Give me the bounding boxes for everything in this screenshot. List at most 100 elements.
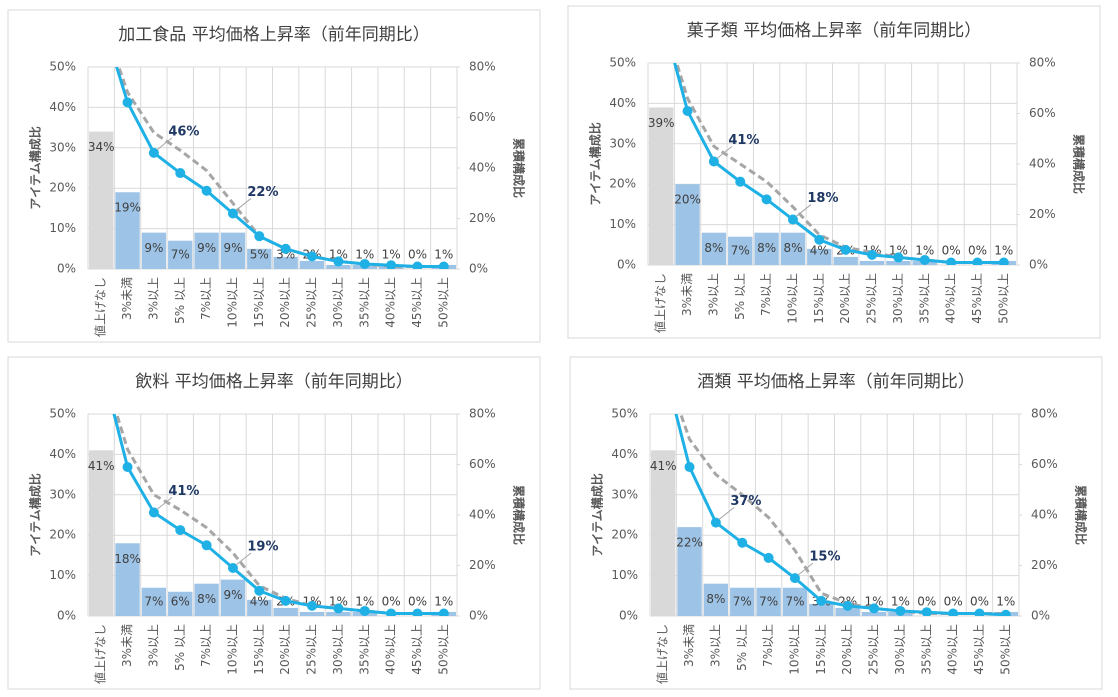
x-tick-label: 50%以上: [436, 277, 450, 328]
line-marker: [254, 585, 265, 596]
y2-tick-label: 40%: [469, 161, 496, 175]
y2-tick-label: 40%: [1029, 157, 1056, 171]
line-marker: [842, 600, 853, 611]
y-axis-title: アイテム構成比: [588, 122, 603, 205]
bar-label: 9%: [223, 588, 242, 602]
bar-label: 41%: [650, 459, 677, 473]
x-tick-label: 40%以上: [946, 624, 960, 675]
x-tick-label: 10%以上: [225, 277, 239, 328]
x-tick-label: 3%以上: [146, 624, 160, 667]
bar-label: 1%: [355, 248, 374, 262]
x-tick-label: 40%以上: [944, 273, 958, 324]
bar-label: 7%: [144, 595, 163, 609]
bar-label: 1%: [329, 595, 348, 609]
line-marker: [814, 234, 825, 245]
bar-label: 39%: [648, 116, 675, 130]
y-tick-label: 40%: [609, 96, 636, 110]
bar-label: 8%: [704, 241, 723, 255]
bar-label: 1%: [891, 595, 910, 609]
x-tick-label: 45%以上: [970, 273, 984, 324]
bar: [756, 587, 781, 616]
bar: [89, 450, 114, 616]
chart-panel: 菓子類 平均価格上昇率（前年同期比） 0% 10% 20% 30% 40% 50% 0% 20%…: [567, 5, 1101, 339]
bar-label: 1%: [382, 248, 401, 262]
line-label: 46%: [168, 124, 199, 139]
x-tick-label: 30%以上: [331, 277, 345, 328]
bar: [194, 583, 219, 616]
line-label: 15%: [809, 550, 840, 565]
line-marker: [737, 537, 748, 548]
line-marker: [974, 608, 985, 616]
bar-label: 0%: [408, 248, 427, 262]
y-tick-label: 30%: [49, 487, 76, 501]
line-marker: [148, 147, 159, 158]
x-tick-label: 3%未満: [120, 277, 134, 320]
bar: [89, 131, 114, 269]
bar-label: 0%: [970, 595, 989, 609]
bar: [168, 591, 193, 616]
chart-title: 加工食品 平均価格上昇率（前年同期比）: [118, 25, 429, 45]
line-label: 37%: [730, 494, 761, 509]
line-marker: [438, 608, 449, 616]
y2-axis-title: 累積構成比: [1072, 134, 1087, 194]
bar-label: 18%: [114, 552, 141, 566]
y-tick-label: 30%: [611, 487, 638, 501]
bar: [299, 260, 325, 269]
x-tick-label: 3%未満: [680, 273, 694, 316]
bar-label: 0%: [408, 595, 427, 609]
line-marker: [148, 507, 159, 518]
line-label: 19%: [247, 540, 278, 555]
line-marker: [307, 251, 318, 262]
bar-label: 9%: [197, 241, 216, 255]
x-tick-label: 20%以上: [278, 624, 292, 675]
bar: [168, 240, 193, 269]
y-tick-label: 50%: [611, 407, 638, 421]
y-tick-label: 0%: [617, 258, 636, 272]
label-leader: [797, 562, 814, 576]
line-marker: [919, 254, 930, 265]
line-marker: [227, 563, 238, 574]
y-tick-label: 50%: [49, 407, 76, 421]
y-tick-label: 20%: [49, 528, 76, 542]
label-leader: [718, 507, 735, 520]
label-leader: [235, 198, 252, 211]
x-tick-label: 値上げなし: [93, 277, 108, 337]
x-tick-label: 15%以上: [252, 277, 266, 328]
line: [679, 414, 1006, 615]
x-tick-label: 5% 以上: [733, 273, 747, 320]
line-label: 22%: [247, 185, 278, 200]
line-marker: [386, 608, 397, 616]
bar: [677, 527, 702, 616]
bar-label: 7%: [759, 595, 778, 609]
line-marker: [122, 97, 133, 108]
y2-tick-label: 0%: [1029, 258, 1048, 272]
label-leader: [156, 137, 173, 151]
bar: [220, 232, 246, 269]
x-tick-label: 25%以上: [305, 277, 319, 328]
bar-label: 1%: [889, 244, 908, 258]
line-marker: [708, 156, 719, 167]
line-group: [115, 414, 444, 615]
y2-tick-label: 80%: [469, 60, 496, 74]
bar: [835, 607, 860, 616]
line-marker: [761, 194, 772, 205]
x-tick-label: 5% 以上: [173, 624, 187, 671]
x-tick-label: 10%以上: [787, 624, 801, 675]
y-tick-label: 0%: [57, 262, 76, 276]
x-tick-label: 3%未満: [120, 624, 134, 667]
label-leader: [156, 497, 173, 510]
y-tick-label: 20%: [611, 528, 638, 542]
bar: [194, 232, 219, 269]
x-tick-label: 値上げなし: [93, 624, 108, 684]
bar-label: 41%: [88, 459, 115, 473]
bar: [861, 611, 887, 616]
line-marker: [972, 257, 983, 265]
bar: [730, 587, 755, 616]
line-marker: [333, 603, 344, 614]
x-tick-label: 25%以上: [305, 624, 319, 675]
y2-axis-title: 累積構成比: [512, 138, 527, 198]
line-marker: [816, 595, 827, 606]
label-leader: [795, 204, 812, 217]
bar-label: 0%: [382, 595, 401, 609]
bar-label: 7%: [733, 595, 752, 609]
